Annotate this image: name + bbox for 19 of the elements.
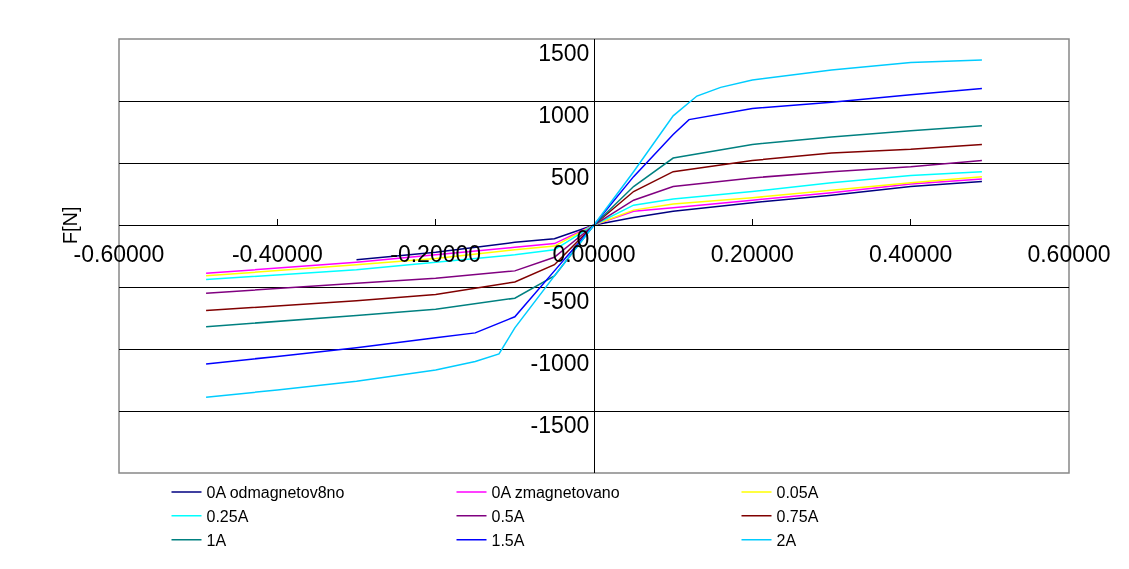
legend-label: 0A zmagnetovano (491, 484, 620, 502)
x-tick-label: -0.40000 (231, 240, 323, 267)
x-tick-label: 0.60000 (1027, 240, 1111, 267)
legend-label: 0.05A (776, 484, 819, 502)
legend-label: 0.75A (776, 508, 819, 526)
y-tick-label: 1000 (538, 102, 590, 129)
legend-label: 1.5A (491, 531, 525, 549)
legend-label: 2A (776, 531, 797, 549)
legend-label: 0.25A (206, 508, 249, 526)
y-tick-label: 500 (551, 164, 590, 191)
y-tick-label: -500 (543, 288, 590, 315)
y-tick-label: -1500 (530, 412, 590, 439)
y-tick-label: 1500 (538, 40, 590, 67)
legend-label: 1A (206, 531, 227, 549)
x-tick-label: 0.20000 (710, 240, 794, 267)
legend-label: 0A odmagnetov8no (206, 484, 345, 502)
legend-label: 0.5A (491, 508, 525, 526)
x-tick-label: 0.40000 (869, 240, 953, 267)
y-tick-label: -1000 (530, 350, 590, 377)
